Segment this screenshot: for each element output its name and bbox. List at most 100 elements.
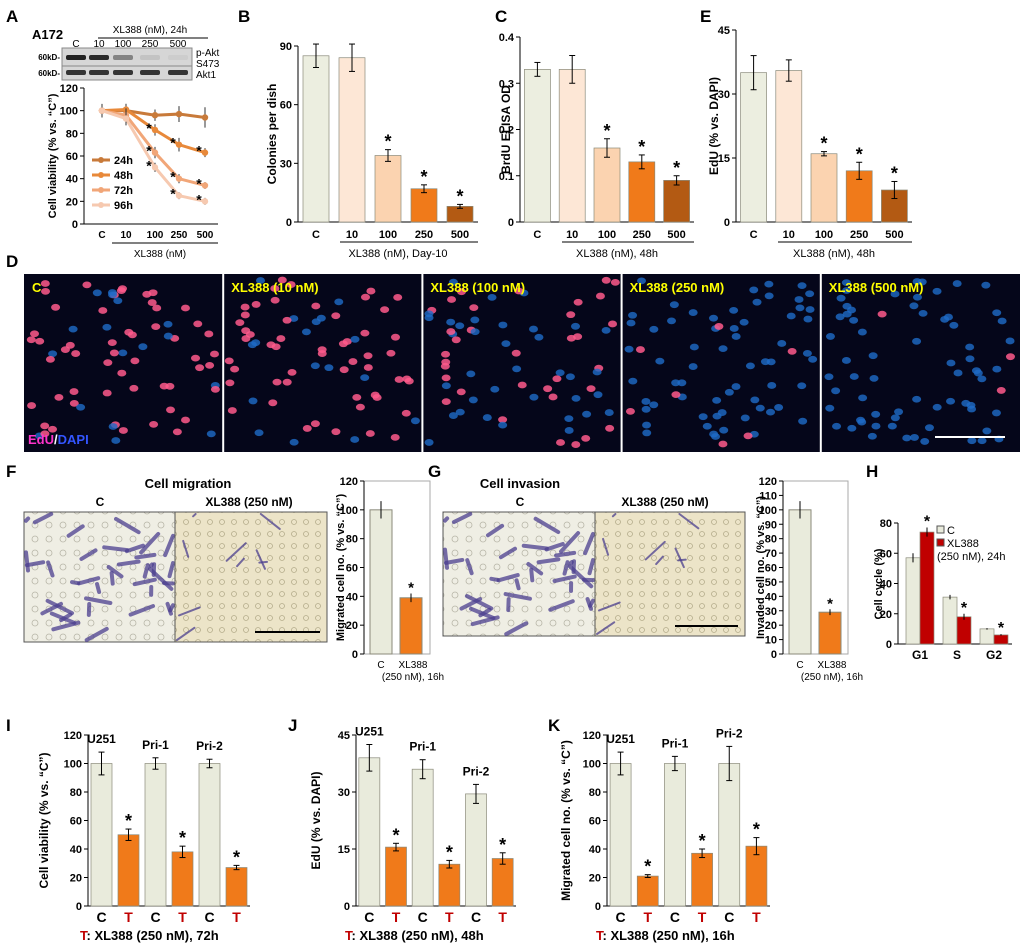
dapi-nucleus: [592, 368, 602, 376]
A-point: [151, 164, 159, 171]
A-legend-marker: [98, 202, 104, 208]
edu-nucleus: [193, 320, 203, 328]
dapi-nucleus: [490, 385, 500, 393]
edu-nucleus: [441, 398, 451, 406]
dapi-nucleus: [468, 396, 478, 404]
edu-nucleus: [282, 316, 292, 324]
I-bar: [198, 763, 221, 907]
edu-nucleus: [240, 311, 250, 319]
blot-lane-label: 10: [93, 39, 105, 50]
edu-caption: XL388 (100 nM): [430, 280, 525, 295]
edu-nucleus: [996, 387, 1006, 394]
A-legend-label: 48h: [114, 170, 133, 182]
dapi-nucleus: [206, 430, 216, 438]
dapi-nucleus: [992, 309, 1002, 317]
edu-nucleus: [266, 341, 276, 349]
I-bar: [90, 763, 113, 907]
dapi-nucleus: [498, 321, 508, 329]
I-y-tick-label: 0: [76, 901, 82, 913]
stained-cell: [176, 626, 196, 641]
G-y-tick-label: 30: [765, 606, 777, 618]
K-category-label: C: [616, 909, 626, 925]
edu-nucleus: [210, 350, 220, 358]
F-image-label: XL388 (250 nM): [205, 495, 292, 509]
dapi-nucleus: [48, 350, 58, 358]
stained-cell: [674, 547, 685, 569]
edu-nucleus: [130, 357, 140, 365]
dapi-nucleus: [724, 388, 734, 396]
edu-nucleus: [1005, 353, 1015, 361]
stained-cell: [548, 599, 575, 612]
stained-cell: [84, 626, 109, 642]
J-y-tick-label: 0: [344, 901, 350, 913]
I-xlabel-prefix: T: [80, 928, 88, 943]
A-legend-label: 96h: [114, 200, 133, 212]
dapi-nucleus: [455, 408, 465, 416]
K-significance-star: *: [753, 820, 760, 840]
panel-letter-B: B: [238, 7, 250, 26]
dapi-nucleus: [642, 421, 652, 429]
E-category-label: 10: [783, 229, 795, 241]
C-category-label: C: [533, 229, 541, 241]
dapi-nucleus: [750, 396, 760, 404]
dapi-nucleus: [719, 426, 729, 434]
edu-image-strip: [24, 274, 1020, 452]
dapi-nucleus: [628, 311, 638, 319]
edu-nucleus: [152, 304, 162, 312]
edu-nucleus: [718, 440, 728, 448]
dapi-nucleus: [920, 438, 930, 445]
edu-nucleus: [552, 375, 562, 383]
edu-nucleus: [118, 427, 128, 434]
dapi-nucleus: [350, 335, 360, 343]
K-category-label: T: [643, 909, 652, 925]
stained-cell: [677, 558, 687, 562]
A-point: [122, 115, 130, 122]
E-category-label: 500: [885, 229, 903, 241]
dapi-nucleus: [946, 359, 956, 367]
dapi-nucleus: [424, 439, 434, 446]
stained-cell: [602, 537, 610, 556]
dapi-nucleus: [912, 337, 922, 345]
edu-nucleus: [581, 434, 591, 442]
I-category-label: T: [124, 909, 133, 925]
G-y-tick-label: 10: [765, 635, 777, 647]
dapi-nucleus: [869, 374, 879, 382]
edu-nucleus: [159, 382, 169, 390]
edu-caption: XL388 (10 nM): [231, 280, 318, 295]
dapi-nucleus: [836, 294, 846, 302]
dapi-nucleus: [803, 315, 813, 323]
A-significance-star: *: [146, 157, 152, 173]
J-y-tick-label: 15: [338, 844, 350, 856]
edu-nucleus: [743, 432, 753, 440]
F-category-label: (250 nM), 16h: [382, 672, 444, 683]
J-y-tick-label: 30: [338, 787, 350, 799]
dapi-nucleus: [924, 424, 934, 432]
B-category-label: 500: [451, 229, 469, 241]
stained-cell: [644, 540, 666, 561]
dapi-nucleus: [718, 345, 728, 353]
dapi-nucleus: [841, 357, 851, 364]
stained-cell: [552, 574, 577, 583]
edu-nucleus: [181, 416, 191, 424]
dapi-nucleus: [251, 339, 261, 347]
C-y-tick-label: 0.3: [499, 78, 514, 90]
stained-cell: [465, 558, 474, 576]
A-significance-star: *: [170, 169, 176, 185]
panel-letter-C: C: [495, 7, 507, 26]
H-bar: [905, 557, 921, 645]
F-y-tick-label: 120: [340, 476, 358, 488]
I-bar: [225, 867, 248, 907]
G-image-treated: [594, 511, 746, 637]
dapi-nucleus: [794, 296, 804, 303]
dapi-nucleus: [729, 307, 739, 314]
edu-nucleus: [240, 303, 250, 311]
dapi-nucleus: [688, 363, 698, 370]
B-y-tick-label: 0: [286, 217, 292, 229]
edu-nucleus: [573, 298, 583, 306]
stained-cell: [24, 516, 31, 523]
dapi-nucleus: [918, 309, 928, 317]
edu-nucleus: [363, 352, 373, 360]
edu-nucleus: [117, 369, 127, 377]
stained-cell: [521, 543, 549, 551]
dapi-nucleus: [729, 325, 739, 332]
